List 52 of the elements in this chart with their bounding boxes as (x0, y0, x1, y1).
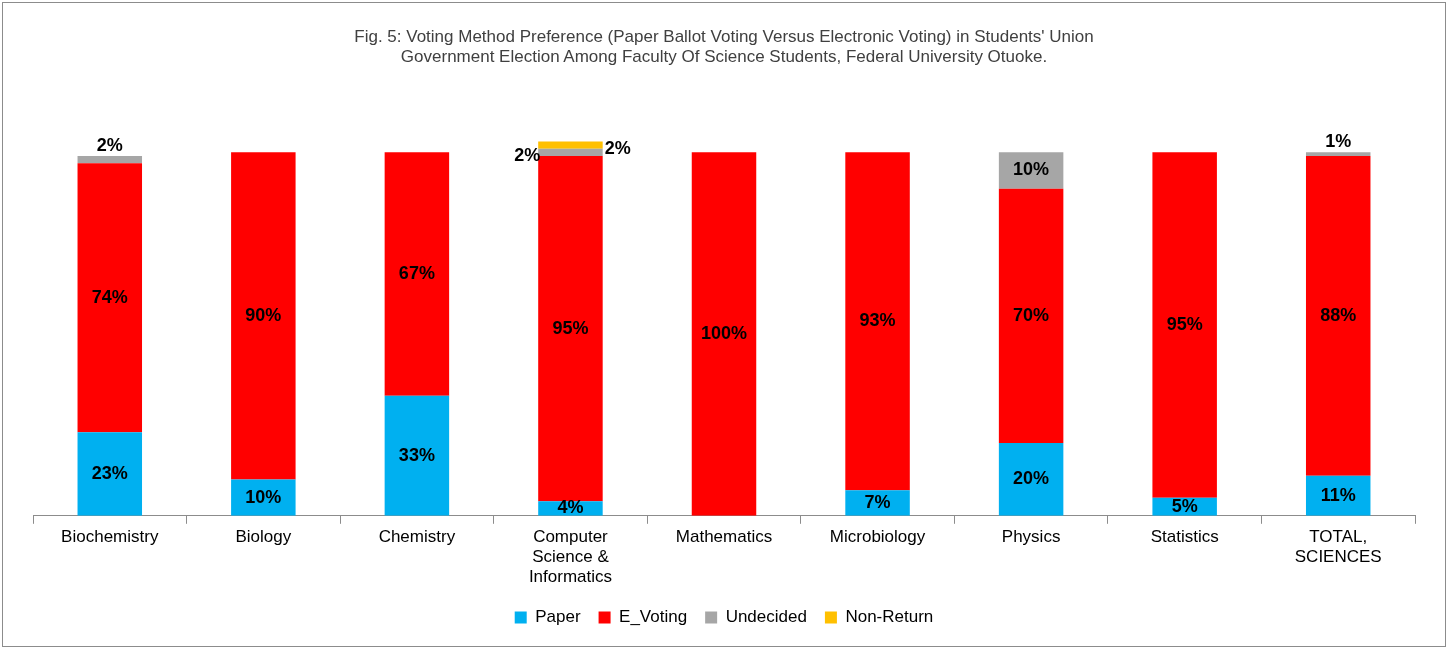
legend-label: Non-Return (845, 607, 934, 627)
bar (1305, 155, 1371, 476)
data-label: 23% (91, 462, 128, 483)
data-label: 7% (864, 492, 891, 513)
bar (538, 155, 603, 502)
data-label: 2% (604, 138, 631, 159)
data-label: 4% (557, 497, 584, 518)
x-tick-label: Mathematics (675, 526, 773, 546)
bar (384, 395, 450, 516)
data-label: 2% (96, 134, 123, 155)
x-tick-label: Statistics (1150, 526, 1219, 546)
bar (998, 443, 1064, 516)
data-label: 1% (1325, 131, 1352, 152)
bar (77, 432, 143, 516)
data-label: 90% (245, 304, 282, 325)
bar (691, 152, 757, 516)
legend-label: Paper (535, 607, 581, 627)
data-label: 11% (1320, 484, 1356, 505)
x-tick-label: Biochemistry (61, 526, 159, 546)
legend-label: E_Voting (619, 607, 688, 627)
data-label: 93% (859, 310, 896, 331)
bar (77, 155, 143, 164)
x-tick-label: TOTAL, SCIENCES (1294, 526, 1382, 567)
bar (998, 188, 1064, 444)
x-tick-label: Computer Science & Informatics (528, 526, 613, 587)
data-label: 10% (1013, 159, 1050, 180)
x-tick-label: Chemistry (378, 526, 456, 546)
data-label: 95% (552, 317, 589, 338)
bar (538, 141, 603, 149)
data-label: 33% (398, 444, 435, 465)
bar (77, 163, 143, 433)
data-label: 5% (1171, 495, 1198, 516)
data-label: 74% (91, 286, 128, 307)
data-label: 2% (514, 145, 541, 166)
chart-title: Fig. 5: Voting Method Preference (Paper Ballot Voting Versus Electronic Voting) in Students' Union Government Election Among Faculty Of Science Students, Federal University Otuoke. (354, 26, 1094, 67)
x-tick-label: Biology (235, 526, 292, 546)
data-label: 88% (1320, 304, 1357, 325)
data-label: 70% (1013, 304, 1050, 325)
data-label: 67% (398, 263, 435, 284)
bar (1305, 152, 1371, 156)
data-label: 20% (1013, 468, 1050, 489)
bar (231, 152, 296, 480)
bar (384, 152, 450, 396)
bar (1152, 152, 1217, 498)
bar (538, 148, 603, 156)
x-tick-label: Microbiology (829, 526, 926, 546)
data-label: 100% (700, 323, 748, 344)
legend-label: Undecided (725, 607, 807, 627)
bar (845, 152, 910, 491)
x-tick-label: Physics (1001, 526, 1061, 546)
data-label: 95% (1166, 313, 1203, 334)
data-label: 10% (245, 486, 282, 507)
